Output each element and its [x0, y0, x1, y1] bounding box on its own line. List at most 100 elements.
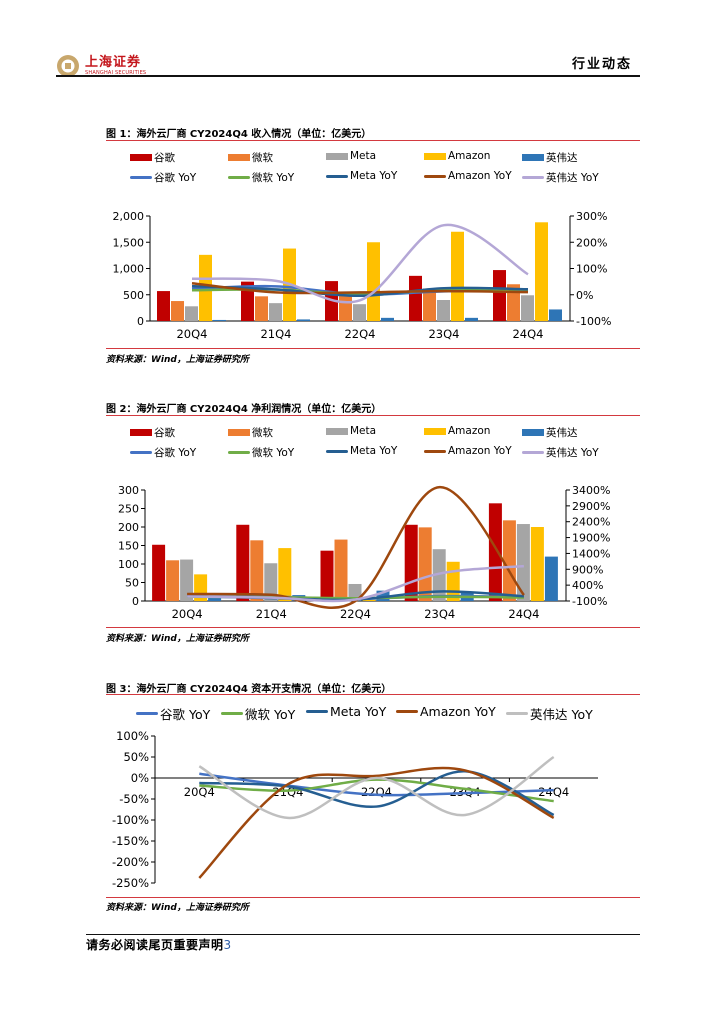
- legend-swatch: [228, 176, 250, 179]
- legend-label: Amazon: [448, 150, 491, 162]
- bar-谷歌-20Q4: [152, 544, 166, 601]
- figure-1-legend: 谷歌 微软 Meta Amazon 英伟达 谷歌 YoY 微软 YoY Meta YoY Ama…: [106, 150, 640, 190]
- x-tick-label: 20Q4: [184, 785, 215, 799]
- bar-英伟达-23Q4: [465, 317, 478, 321]
- bar-微软-24Q4: [507, 284, 520, 321]
- bar-微软-20Q4: [171, 301, 184, 321]
- legend-item-bar-2: Meta: [326, 425, 376, 437]
- legend-label: Meta YoY: [330, 704, 387, 719]
- y2-tick-label: 0%: [576, 289, 593, 302]
- legend-item-line-3: Amazon YoY: [424, 445, 512, 457]
- bar-微软-24Q4: [502, 520, 516, 601]
- legend-swatch: [228, 451, 250, 454]
- y2-tick-label: 200%: [576, 236, 607, 249]
- legend-item-bar-2: Meta: [326, 150, 376, 162]
- yoy-line-3: [198, 766, 555, 879]
- legend-item-line-2: Meta YoY: [326, 170, 397, 182]
- x-tick-label: 24Q4: [508, 607, 539, 621]
- bar-微软-23Q4: [418, 527, 432, 601]
- figure-2-bottom-rule: [106, 627, 640, 628]
- figure-3-source: 资料来源：Wind，上海证券研究所: [106, 903, 249, 913]
- yoy-line-4: [191, 223, 529, 304]
- legend-item-bar-1: 微软: [228, 150, 273, 165]
- legend-label: 微软 YoY: [252, 172, 295, 184]
- legend-swatch: [130, 429, 152, 436]
- bar-Meta-20Q4: [185, 306, 198, 321]
- legend-label: 英伟达 YoY: [546, 447, 599, 459]
- y-tick-label: 100: [118, 558, 139, 571]
- bar-谷歌-24Q4: [493, 270, 506, 321]
- legend-label: Amazon: [448, 425, 491, 437]
- bar-Meta-24Q4: [521, 295, 534, 321]
- x-tick-label: 24Q4: [538, 785, 569, 799]
- legend-label: 谷歌: [154, 427, 175, 439]
- x-tick-label: 20Q4: [172, 607, 203, 621]
- legend-item-bar-4: 英伟达: [522, 425, 578, 440]
- x-tick-label: 22Q4: [361, 785, 392, 799]
- y2-tick-label: 1900%: [572, 532, 610, 545]
- figure-2-legend: 谷歌 微软 Meta Amazon 英伟达谷歌 YoY 微软 YoY Meta YoY Ama…: [106, 425, 640, 465]
- y-tick-label: -50%: [119, 792, 149, 806]
- header-divider: [56, 75, 640, 77]
- legend-swatch: [424, 174, 446, 178]
- figure-1-source: 资料来源：Wind，上海证券研究所: [106, 355, 249, 365]
- legend-item-line-1: 微软 YoY: [221, 704, 295, 723]
- y2-tick-label: -100%: [572, 595, 607, 608]
- legend-swatch: [522, 176, 544, 179]
- figure-1-title: 图 1：海外云厂商 CY2024Q4 收入情况（单位：亿美元）: [106, 129, 372, 140]
- y-tick-label: 200: [118, 521, 139, 534]
- y-tick-label: 250: [118, 503, 139, 516]
- x-tick-label: 21Q4: [256, 607, 287, 621]
- legend-label: 谷歌 YoY: [154, 172, 197, 184]
- legend-swatch: [228, 429, 250, 436]
- bar-Meta-22Q4: [353, 304, 366, 321]
- y-tick-label: -250%: [112, 876, 149, 890]
- legend-label: Meta YoY: [350, 170, 398, 182]
- bar-谷歌-23Q4: [404, 524, 418, 601]
- legend-item-line-1: 微软 YoY: [228, 445, 294, 460]
- legend-item-line-3: Amazon YoY: [396, 704, 496, 719]
- x-tick-label: 23Q4: [424, 607, 455, 621]
- bar-微软-22Q4: [334, 539, 348, 601]
- bar-微软-22Q4: [339, 293, 352, 321]
- bar-Meta-21Q4: [269, 303, 282, 321]
- figure-1-bottom-rule: [106, 348, 640, 349]
- legend-swatch: [326, 152, 348, 160]
- legend-swatch: [221, 712, 243, 715]
- legend-item-bar-4: 英伟达: [522, 150, 578, 165]
- bar-Meta-23Q4: [432, 549, 446, 601]
- legend-swatch: [228, 154, 250, 161]
- yoy-line-1: [199, 778, 554, 803]
- page-header: 上海证券 SHANGHAI SECURITIES 行业动态: [0, 0, 724, 80]
- legend-swatch: [522, 154, 544, 161]
- bar-Meta-21Q4: [264, 563, 278, 601]
- legend-label: 微软 YoY: [245, 707, 296, 722]
- figure-1-top-rule: [106, 140, 640, 141]
- legend-label: 微软: [252, 152, 273, 164]
- bar-Meta-20Q4: [180, 559, 194, 601]
- x-tick-label: 22Q4: [344, 327, 375, 341]
- y2-tick-label: 400%: [572, 579, 603, 592]
- legend-swatch: [130, 451, 152, 454]
- bar-微软-20Q4: [166, 560, 180, 601]
- y-tick-label: -200%: [112, 855, 149, 869]
- yoy-line-3: [187, 485, 525, 609]
- figure-3-legend: 谷歌 YoY 微软 YoY Meta YoY Amazon YoY 英伟达 YoY: [106, 704, 640, 724]
- legend-label: 谷歌: [154, 152, 175, 164]
- x-tick-label: 22Q4: [340, 607, 371, 621]
- bar-Amazon-22Q4: [367, 242, 380, 321]
- legend-label: 英伟达: [546, 152, 578, 164]
- legend-swatch: [522, 429, 544, 436]
- legend-item-bar-1: 微软: [228, 425, 273, 440]
- figure-2-source: 资料来源：Wind，上海证券研究所: [106, 634, 249, 644]
- yoy-line-3: [191, 281, 529, 295]
- legend-item-line-2: Meta YoY: [326, 445, 397, 457]
- legend-swatch: [506, 712, 528, 715]
- legend-item-line-4: 英伟达 YoY: [506, 704, 593, 723]
- legend-label: 谷歌 YoY: [154, 447, 197, 459]
- bar-Meta-24Q4: [516, 524, 530, 601]
- bar-Amazon-22Q4: [362, 599, 376, 601]
- logo-english-name: SHANGHAI SECURITIES: [85, 70, 147, 76]
- y-tick-label: 2,000: [113, 210, 145, 223]
- yoy-line-4: [187, 564, 525, 603]
